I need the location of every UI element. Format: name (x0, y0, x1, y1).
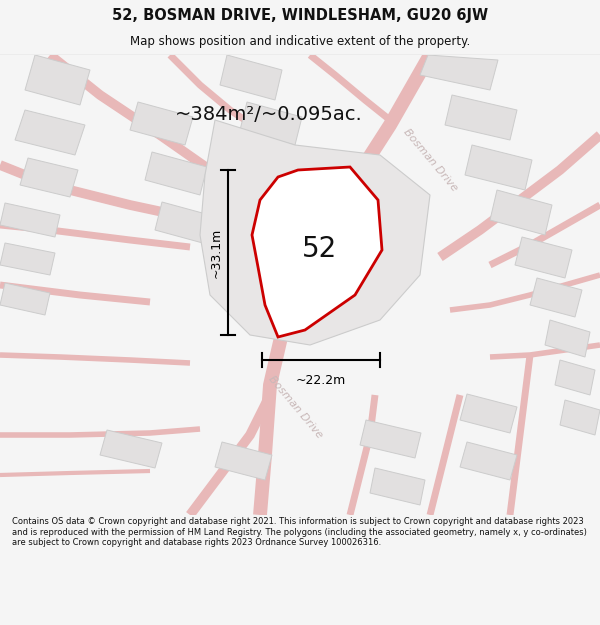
Polygon shape (545, 320, 590, 357)
Text: 52, BOSMAN DRIVE, WINDLESHAM, GU20 6JW: 52, BOSMAN DRIVE, WINDLESHAM, GU20 6JW (112, 8, 488, 23)
Polygon shape (360, 420, 421, 458)
Polygon shape (460, 394, 517, 433)
Polygon shape (252, 167, 382, 337)
Text: Bosman Drive: Bosman Drive (266, 374, 324, 440)
Polygon shape (420, 55, 498, 90)
Polygon shape (240, 102, 302, 145)
Polygon shape (530, 278, 582, 317)
Polygon shape (560, 400, 600, 435)
Polygon shape (445, 95, 517, 140)
Polygon shape (555, 360, 595, 395)
Polygon shape (0, 203, 60, 237)
Polygon shape (0, 243, 55, 275)
Text: ~33.1m: ~33.1m (210, 228, 223, 278)
Polygon shape (15, 110, 85, 155)
Polygon shape (465, 145, 532, 190)
Polygon shape (515, 237, 572, 278)
Text: Contains OS data © Crown copyright and database right 2021. This information is : Contains OS data © Crown copyright and d… (12, 518, 587, 547)
Text: ~22.2m: ~22.2m (296, 374, 346, 387)
Text: 52: 52 (302, 236, 338, 263)
Polygon shape (215, 442, 272, 480)
Text: Bosman Drive: Bosman Drive (401, 127, 459, 193)
Polygon shape (370, 468, 425, 505)
Polygon shape (130, 102, 193, 145)
Polygon shape (490, 190, 552, 235)
Polygon shape (0, 283, 50, 315)
Text: Map shows position and indicative extent of the property.: Map shows position and indicative extent… (130, 35, 470, 48)
Polygon shape (25, 55, 90, 105)
Polygon shape (145, 152, 207, 195)
Polygon shape (100, 430, 162, 468)
Polygon shape (220, 55, 282, 100)
Polygon shape (460, 442, 517, 480)
Polygon shape (155, 202, 217, 245)
Text: ~384m²/~0.095ac.: ~384m²/~0.095ac. (175, 106, 363, 124)
Polygon shape (20, 158, 78, 197)
Polygon shape (200, 120, 430, 345)
